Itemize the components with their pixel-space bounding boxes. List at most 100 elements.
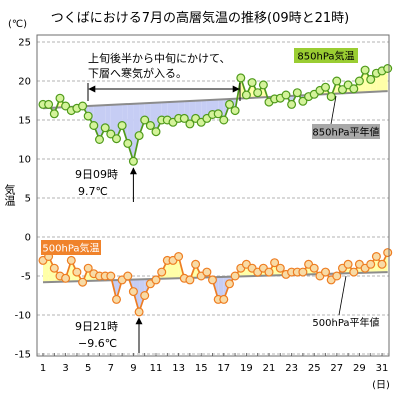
series-1-fill-below-normal	[161, 102, 168, 120]
series-1-point	[258, 80, 268, 90]
series-2-point	[157, 267, 167, 277]
normal-500-label: 500hPa平年値	[312, 316, 379, 329]
min-850-time: 9日09時	[75, 168, 118, 181]
x-tick-label: 17	[217, 363, 230, 374]
series-2-point	[309, 263, 319, 273]
series-1-point	[78, 101, 88, 111]
series-2-point	[191, 259, 201, 269]
y-tick-label: 15	[18, 116, 31, 127]
series-1-point	[383, 63, 393, 73]
normal-850-leader-line	[330, 95, 337, 125]
x-tick-label: 21	[263, 363, 276, 374]
annotation-line-1: 上旬後半から中旬にかけて、	[88, 51, 230, 65]
x-tick-label: 7	[108, 363, 114, 374]
x-tick-label: 15	[195, 363, 208, 374]
series-2-point	[349, 267, 359, 277]
series-1-point	[151, 127, 161, 137]
series-1-fill-below-normal	[116, 104, 123, 139]
series-1-point	[61, 101, 71, 111]
y-axis-label: 気温	[3, 184, 16, 206]
x-tick-label: 25	[308, 363, 321, 374]
series-1-point	[145, 120, 155, 130]
series-1-point	[117, 120, 127, 130]
series-1-point	[89, 120, 99, 130]
y-tick-label: -5	[21, 272, 31, 283]
chart-title: つくばにおける7月の高層気温の推移(09時と21時)	[51, 10, 350, 26]
series-1-point	[185, 119, 195, 129]
series-2-point	[140, 291, 150, 301]
min-500-callout: 9日21時 −9.6℃	[75, 317, 143, 353]
series-1-point	[225, 99, 235, 109]
x-tick-label: 13	[172, 363, 185, 374]
x-tick-label: 27	[330, 363, 343, 374]
series-1-point	[241, 90, 251, 100]
legend-500-box	[41, 240, 101, 255]
series-1-point	[253, 88, 263, 98]
series-1-point	[281, 90, 291, 100]
series-1-point	[94, 135, 104, 145]
series-1-point	[123, 138, 133, 148]
normal-850-label: 850hPa平年値	[312, 126, 379, 139]
series-2-point	[298, 267, 308, 277]
normal-500-label-group: 500hPa平年値	[312, 275, 380, 329]
x-tick-label: 3	[62, 363, 68, 374]
series-1-point	[338, 85, 348, 95]
series-2-point	[275, 263, 285, 273]
series-2-point	[332, 271, 342, 281]
series-1-fill-below-normal	[178, 101, 185, 119]
normal-850-label-group: 850hPa平年値	[312, 95, 380, 139]
x-tick-label: 1	[40, 363, 46, 374]
series-1-point	[134, 131, 144, 141]
series-2-point	[83, 263, 93, 273]
series-2-point	[264, 267, 274, 277]
series-2-point	[174, 252, 184, 262]
series-1-point	[128, 156, 138, 166]
annotation-line-2: 下層へ寒気が入る。	[88, 66, 187, 80]
series-1-point	[230, 106, 240, 116]
y-tick-label: 25	[18, 38, 31, 49]
series-1-point	[100, 123, 110, 133]
series-1-point	[349, 84, 359, 94]
y-axis-unit: (℃)	[8, 19, 27, 30]
series-2-point	[371, 252, 381, 262]
x-tick-label: 5	[85, 363, 91, 374]
legend-500: 500hPa気温	[41, 240, 101, 255]
series-1-fill-below-normal	[99, 105, 106, 140]
series-1-point	[236, 73, 246, 83]
x-tick-label: 31	[376, 363, 389, 374]
x-tick-label: 23	[285, 363, 298, 374]
series-2-point	[106, 271, 116, 281]
series-1-point	[326, 92, 336, 102]
series-1-point	[354, 76, 364, 86]
min-500-value: −9.6℃	[78, 337, 117, 350]
y-tick-label: 20	[18, 77, 31, 88]
x-tick-label: 19	[240, 363, 253, 374]
x-tick-label: 9	[130, 363, 136, 374]
y-tick-label: 10	[18, 155, 31, 166]
series-2-point	[185, 275, 195, 285]
series-2-point	[78, 277, 88, 287]
x-tick-label: 29	[353, 363, 366, 374]
series-2-point	[270, 258, 280, 268]
series-1-point	[49, 109, 59, 119]
series-2-point	[111, 294, 121, 304]
x-axis-unit: (日)	[372, 380, 390, 391]
series-1-point	[287, 99, 297, 109]
series-2-point	[343, 259, 353, 269]
series-1-point	[111, 134, 121, 144]
normal-850-box	[312, 124, 380, 139]
series-1-point	[332, 76, 342, 86]
legend-850: 850hPa気温	[294, 48, 358, 63]
series-1-point	[247, 78, 257, 88]
series-2-point	[225, 279, 235, 289]
legend-500-label: 500hPa気温	[42, 242, 99, 255]
series-2-point	[151, 275, 161, 285]
series-2-point	[72, 267, 82, 277]
series-1-point	[179, 113, 189, 123]
series-1-point	[213, 109, 223, 119]
series-2-point	[134, 307, 144, 317]
series-1-point	[44, 99, 54, 109]
series-2-point	[321, 267, 331, 277]
